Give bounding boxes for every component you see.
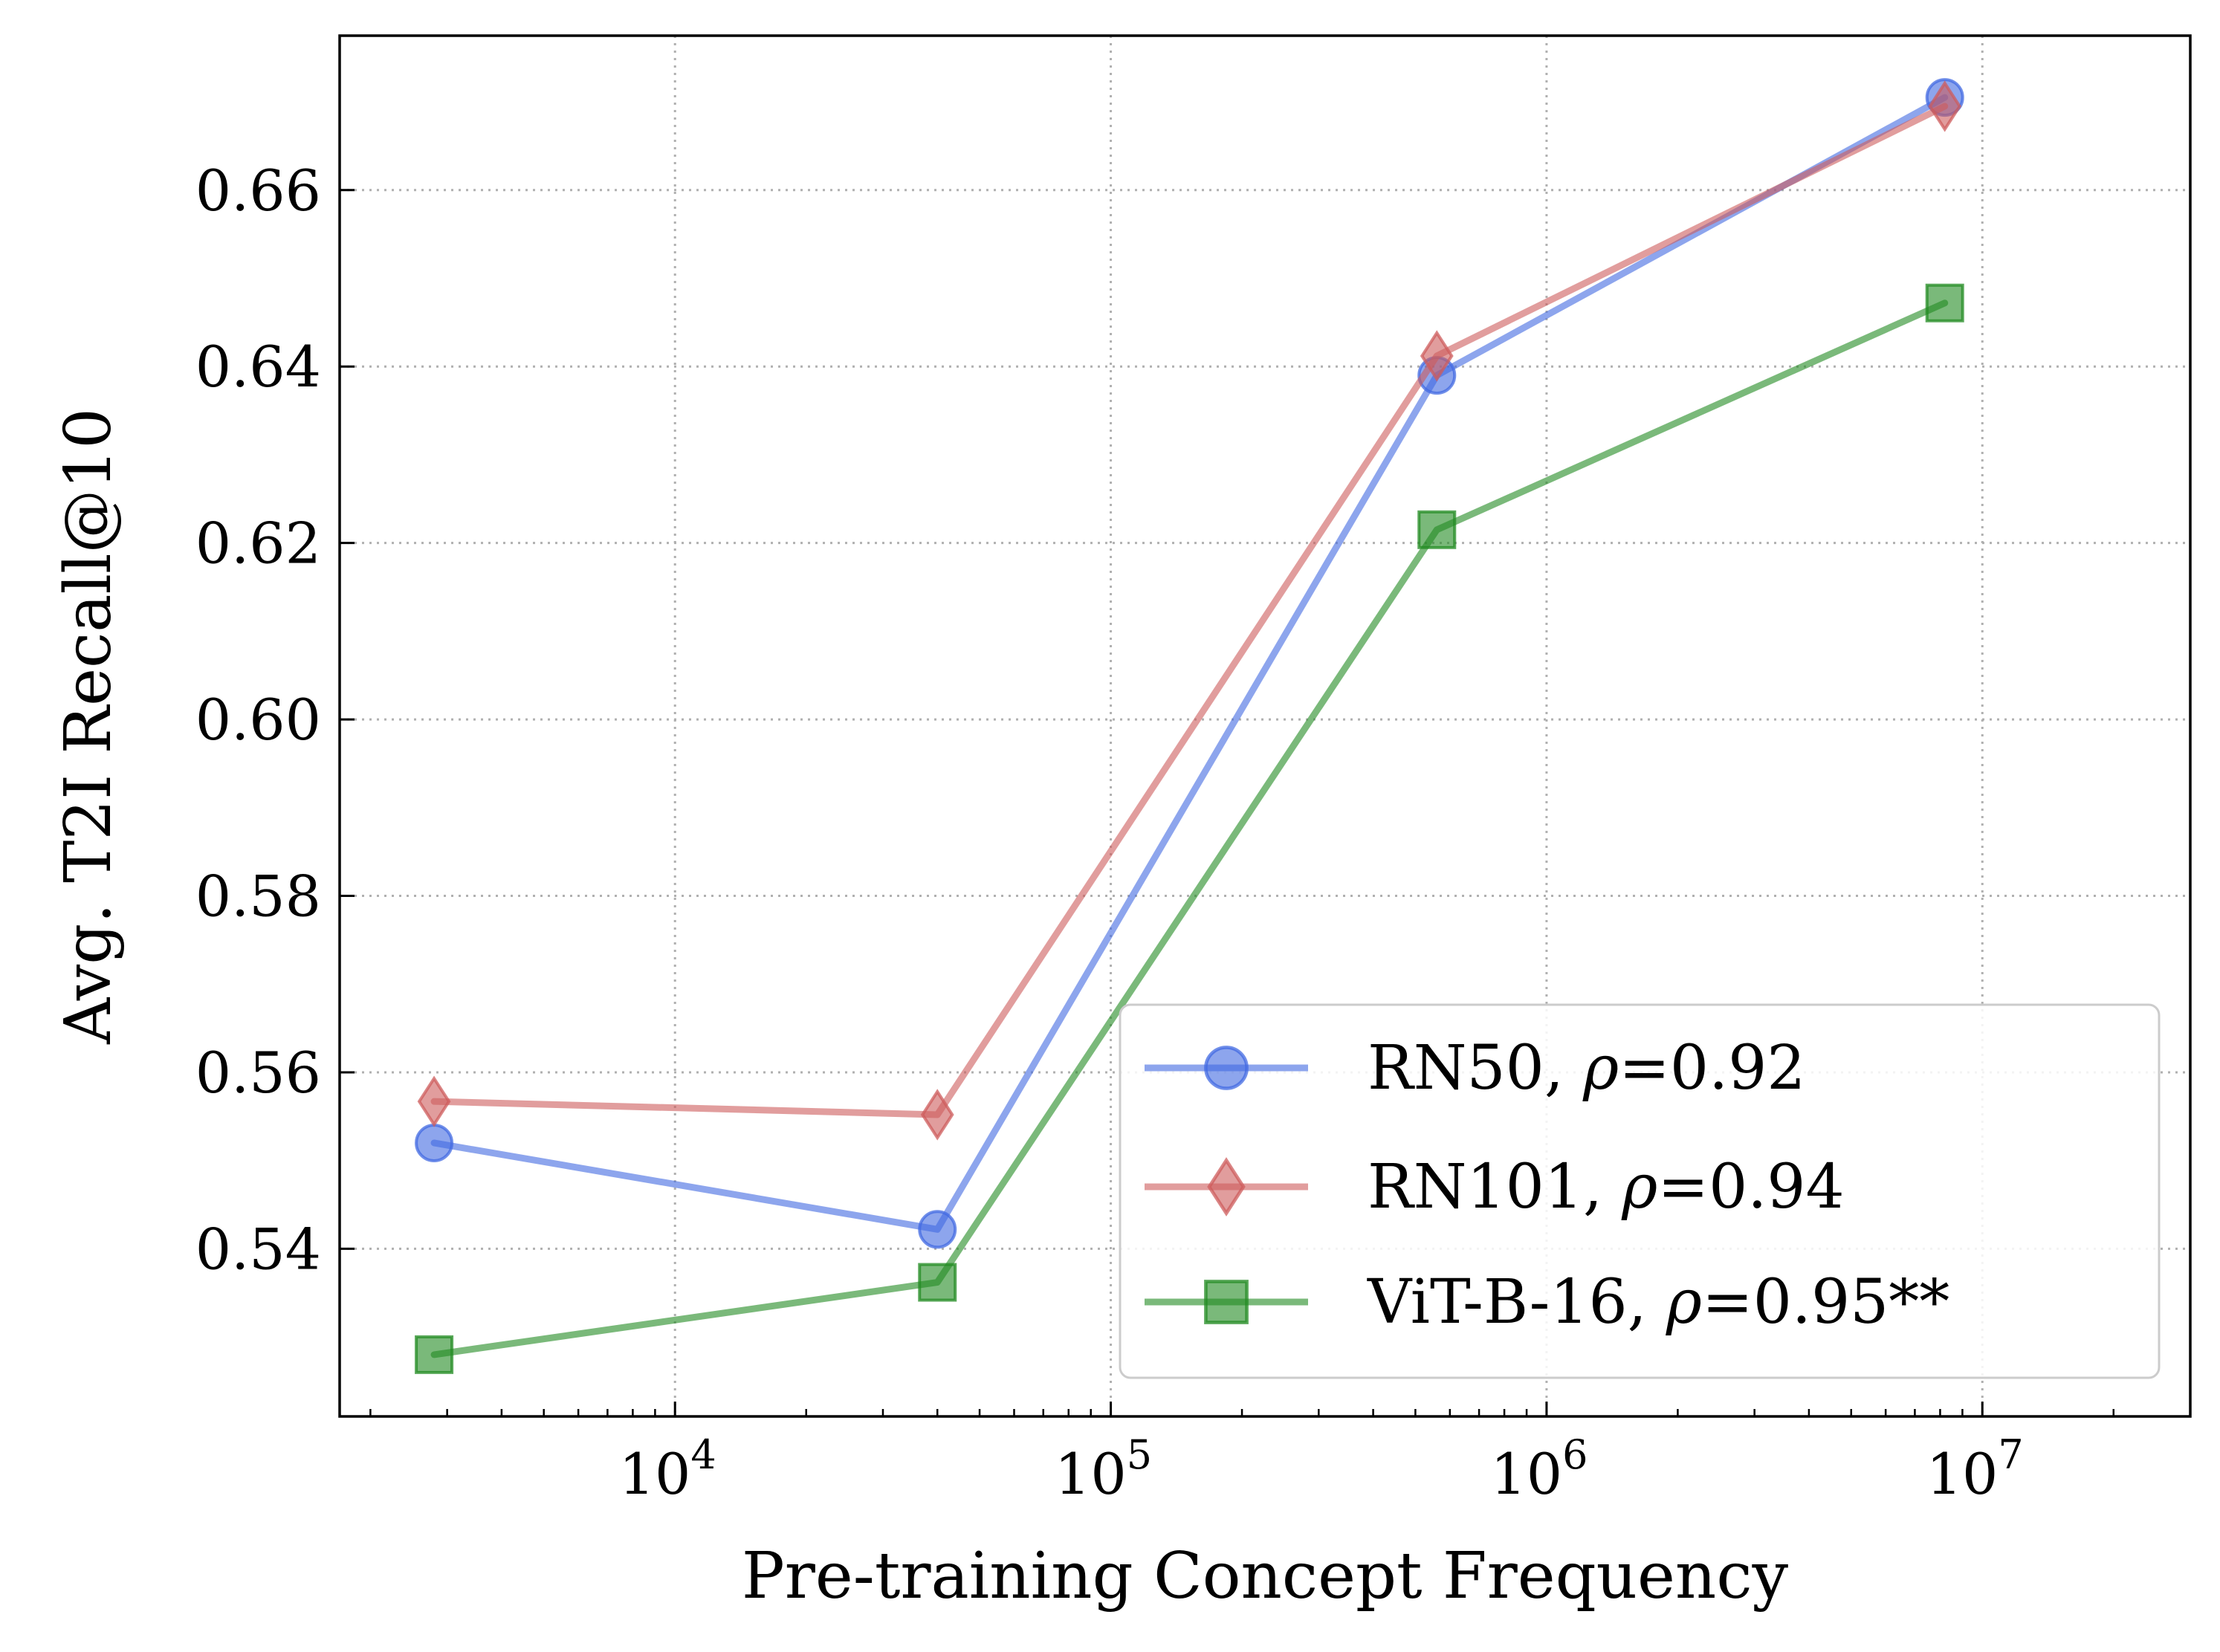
legend-label-rn50: RN50, ρ=0.92	[1368, 1033, 1805, 1104]
data-point-rn101-1	[920, 1089, 954, 1141]
data-point-rn101-2	[1420, 330, 1454, 382]
x-tick-label-2: 106	[1490, 1431, 1588, 1507]
y-tick-label-2: 0.58	[195, 864, 321, 930]
data-point-vit-b-16-2	[1417, 510, 1457, 549]
x-tick-label-1: 105	[1055, 1431, 1152, 1507]
legend-marker-rn50	[1204, 1046, 1249, 1090]
series-vit-b-16	[415, 283, 1964, 1374]
y-tick-label-0: 0.54	[195, 1216, 321, 1282]
series-line-vit-b-16	[430, 299, 1949, 1358]
data-point-rn101-3	[1928, 80, 1962, 132]
legend-box	[1119, 1003, 2161, 1379]
series-line-rn101	[430, 103, 1949, 1118]
data-point-vit-b-16-0	[415, 1335, 454, 1374]
legend-label-rn101: RN101, ρ=0.94	[1368, 1152, 1845, 1222]
legend: RN50, ρ=0.92 RN101, ρ=0.94 ViT-B-16, ρ=0.9…	[1119, 1003, 2161, 1379]
y-tick-label-6: 0.66	[195, 158, 321, 224]
y-axis-label: Avg. T2I Recall@10	[51, 408, 126, 1045]
data-point-vit-b-16-1	[918, 1263, 957, 1302]
data-point-rn101-0	[417, 1075, 451, 1127]
y-tick-label-5: 0.64	[195, 334, 321, 400]
data-point-rn50-1	[918, 1210, 957, 1249]
legend-marker-rn101	[1207, 1157, 1246, 1217]
x-tick-label-0: 104	[619, 1431, 716, 1507]
y-tick-label-4: 0.62	[195, 511, 321, 577]
series-line-rn50	[430, 94, 1949, 1233]
legend-marker-vit-b-16	[1204, 1280, 1249, 1324]
data-point-vit-b-16-3	[1925, 283, 1964, 323]
series-rn101	[417, 80, 1962, 1141]
tick-labels: 104 105 106 107 0.54 0.56 0.58 0.60 0.62 0.64 0.66	[195, 158, 2024, 1507]
x-axis-label: Pre-training Concept Frequency	[742, 1539, 1789, 1613]
x-tick-label-3: 107	[1926, 1431, 2024, 1507]
series	[415, 78, 1964, 1374]
data-point-rn50-0	[415, 1123, 454, 1162]
y-tick-label-3: 0.60	[195, 687, 321, 753]
plot-frame	[338, 34, 2192, 1418]
y-tick-label-1: 0.56	[195, 1040, 321, 1106]
legend-label-vit-b-16: ViT-B-16, ρ=0.95**	[1367, 1267, 1949, 1338]
